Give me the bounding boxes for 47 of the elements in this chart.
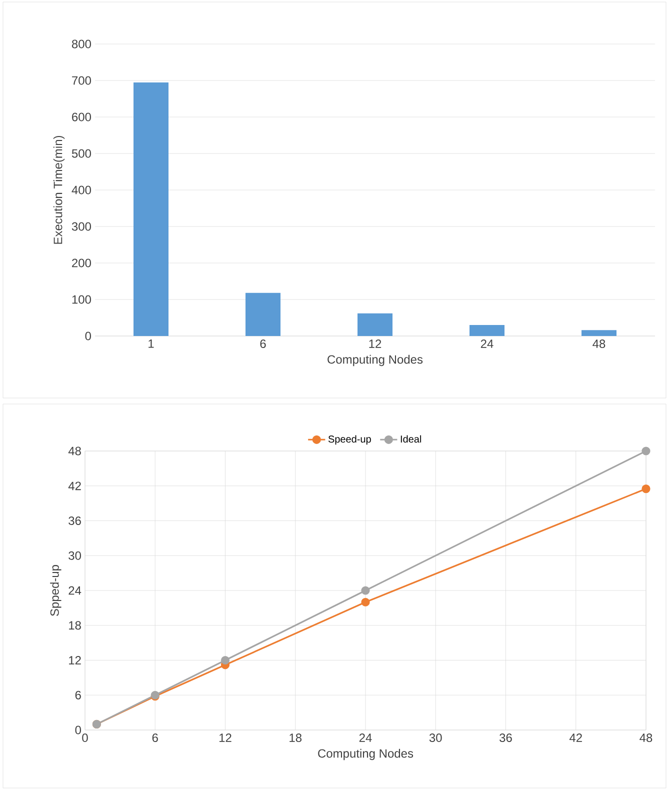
y-tick-label: 500 bbox=[72, 149, 91, 158]
y-tick-label: 48 bbox=[68, 446, 81, 456]
x-axis-title: Computing Nodes bbox=[318, 748, 414, 760]
y-axis-title: Execution Time(min) bbox=[53, 136, 65, 244]
y-tick-label: 400 bbox=[72, 186, 91, 194]
x-tick-label: 24 bbox=[480, 340, 494, 348]
legend-label: Ideal bbox=[400, 435, 422, 443]
y-tick-label: 200 bbox=[72, 258, 91, 268]
y-tick-label: 800 bbox=[72, 40, 91, 48]
x-tick-label: 18 bbox=[290, 734, 302, 742]
y-tick-label: 0 bbox=[75, 726, 82, 734]
y-tick-label: 12 bbox=[69, 656, 81, 664]
y-tick-label: 0 bbox=[85, 332, 92, 340]
y-tick-label: 100 bbox=[72, 295, 91, 304]
y-tick-label: 24 bbox=[68, 586, 82, 595]
point bbox=[642, 484, 650, 494]
x-tick-label: 24 bbox=[359, 734, 372, 742]
x-tick-label: 48 bbox=[592, 340, 606, 348]
y-tick-label: 300 bbox=[72, 222, 91, 231]
point bbox=[642, 446, 650, 456]
y-tick-label: 6 bbox=[75, 690, 81, 700]
y-tick-label: 600 bbox=[72, 112, 91, 122]
x-axis-title: Computing Nodes bbox=[328, 354, 423, 366]
bar bbox=[134, 82, 168, 336]
x-tick-label: 12 bbox=[369, 340, 382, 348]
point bbox=[220, 656, 230, 665]
x-tick-label: 36 bbox=[500, 734, 512, 742]
y-tick-label: 30 bbox=[68, 551, 81, 560]
x-tick-label: 1 bbox=[148, 340, 154, 348]
x-tick-label: 42 bbox=[569, 734, 582, 742]
x-tick-label: 30 bbox=[429, 734, 442, 742]
y-axis-title: Spped-up bbox=[50, 564, 62, 616]
y-tick-label: 700 bbox=[72, 76, 91, 85]
y-tick-label: 18 bbox=[69, 621, 81, 630]
bar bbox=[358, 313, 392, 336]
point bbox=[361, 586, 370, 595]
bar bbox=[469, 325, 504, 336]
bar bbox=[581, 330, 616, 336]
y-tick-label: 42 bbox=[68, 482, 81, 490]
point bbox=[361, 598, 370, 606]
x-tick-label: 6 bbox=[260, 340, 266, 348]
x-tick-label: 48 bbox=[640, 734, 652, 742]
x-tick-label: 12 bbox=[219, 734, 232, 742]
y-tick-label: 36 bbox=[68, 516, 81, 525]
legend-label: Speed-up bbox=[328, 435, 371, 445]
x-tick-label: 6 bbox=[152, 734, 158, 742]
bar bbox=[246, 292, 280, 336]
